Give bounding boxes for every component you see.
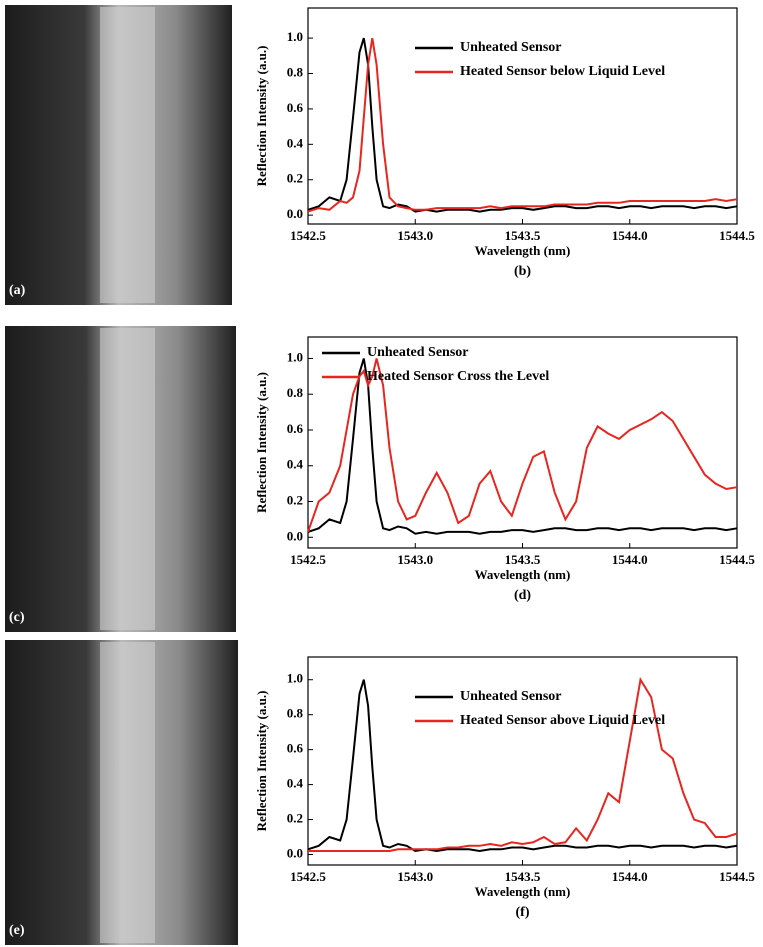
x-tick-label: 1543.5	[505, 869, 541, 884]
caption: (d)	[514, 588, 531, 603]
y-tick-label: 0.4	[287, 135, 304, 150]
data-line	[307, 37, 738, 213]
y-tick-label: 0.8	[287, 64, 304, 79]
x-axis-label: Wavelength (nm)	[475, 243, 571, 258]
y-tick-label: 1.0	[287, 349, 303, 364]
photo-label: (a)	[9, 283, 26, 298]
y-tick-label: 0.4	[287, 457, 304, 472]
y-tick-label: 0.2	[287, 811, 303, 826]
y-axis-label: Reflection Intensity (a.u.)	[254, 372, 269, 513]
photo-label: (c)	[9, 610, 25, 625]
x-tick-label: 1544.5	[719, 228, 755, 243]
y-tick-label: 0.8	[287, 706, 304, 721]
data-line	[307, 37, 738, 213]
y-tick-label: 0.8	[287, 385, 304, 400]
x-tick-label: 1543.0	[397, 552, 433, 567]
x-tick-label: 1543.5	[505, 552, 541, 567]
legend-label: Heated Sensor Cross the Level	[367, 369, 549, 384]
x-axis-label: Wavelength (nm)	[475, 884, 571, 899]
ruler	[100, 642, 155, 943]
ruler	[100, 328, 155, 630]
x-tick-label: 1544.0	[612, 228, 648, 243]
x-tick-label: 1544.5	[719, 552, 755, 567]
x-axis-label: Wavelength (nm)	[475, 567, 571, 582]
legend-label: Heated Sensor below Liquid Level	[460, 64, 665, 79]
y-tick-label: 0.0	[287, 845, 303, 860]
data-line	[307, 358, 738, 535]
y-tick-label: 0.0	[287, 206, 303, 221]
y-tick-label: 0.6	[287, 100, 304, 115]
caption: (b)	[514, 264, 531, 279]
data-line	[307, 679, 738, 853]
y-tick-label: 0.6	[287, 421, 304, 436]
x-tick-label: 1544.0	[612, 869, 648, 884]
legend-label: Unheated Sensor	[460, 689, 562, 704]
y-tick-label: 0.0	[287, 528, 303, 543]
ruler	[100, 7, 155, 303]
x-tick-label: 1542.5	[290, 552, 326, 567]
legend-label: Heated Sensor above Liquid Level	[460, 713, 665, 728]
x-tick-label: 1544.5	[719, 869, 755, 884]
x-tick-label: 1542.5	[290, 869, 326, 884]
x-tick-label: 1543.0	[397, 228, 433, 243]
x-tick-label: 1544.0	[612, 552, 648, 567]
legend-label: Unheated Sensor	[367, 345, 469, 360]
data-line	[307, 358, 738, 533]
y-tick-label: 1.0	[287, 671, 303, 686]
y-axis-label: Reflection Intensity (a.u.)	[254, 691, 269, 832]
y-tick-label: 0.2	[287, 171, 303, 186]
y-tick-label: 0.6	[287, 741, 304, 756]
x-tick-label: 1543.0	[397, 869, 433, 884]
data-line	[308, 676, 738, 852]
y-tick-label: 0.4	[287, 776, 304, 791]
y-tick-label: 1.0	[287, 29, 303, 44]
y-tick-label: 0.2	[287, 492, 303, 507]
photo-label: (e)	[9, 923, 25, 938]
caption: (f)	[516, 905, 530, 920]
x-tick-label: 1542.5	[290, 228, 326, 243]
legend-label: Unheated Sensor	[460, 40, 562, 55]
x-tick-label: 1543.5	[505, 228, 541, 243]
y-axis-label: Reflection Intensity (a.u.)	[254, 46, 269, 187]
